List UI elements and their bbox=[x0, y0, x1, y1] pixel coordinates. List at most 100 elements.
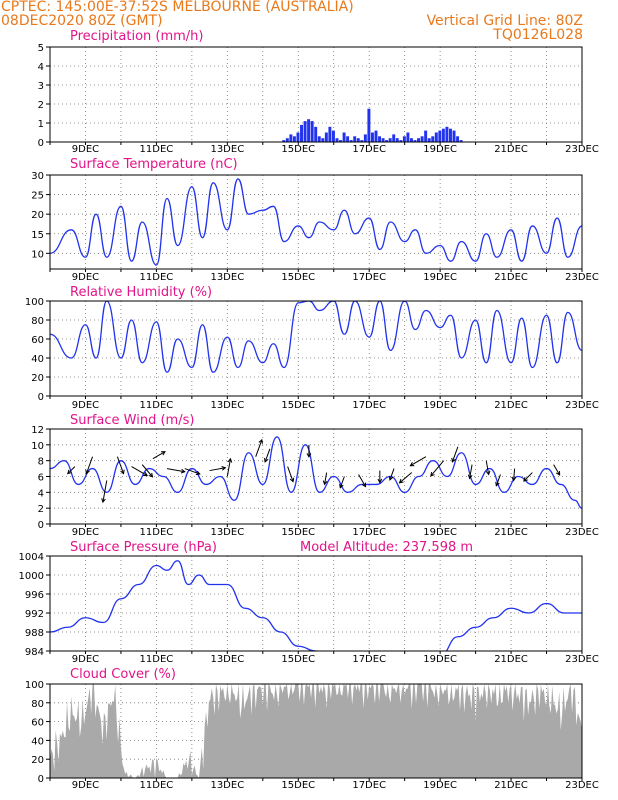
series-line bbox=[50, 178, 582, 266]
precip-bar bbox=[296, 132, 300, 142]
chart-2-frame bbox=[49, 300, 583, 397]
chart-0-ytick-label: 2 bbox=[38, 100, 44, 111]
precip-bar bbox=[307, 119, 311, 142]
chart-4-xtick-label: 11DEC bbox=[140, 654, 174, 665]
precip-bar bbox=[285, 138, 289, 142]
wind-arrow-head bbox=[377, 478, 383, 484]
chart-1-ytick-label: 10 bbox=[31, 249, 44, 260]
chart-0-xtick-label: 13DEC bbox=[210, 144, 244, 155]
chart-3-title: Surface Wind (m/s) bbox=[70, 413, 194, 428]
chart-2-title: Relative Humidity (%) bbox=[70, 285, 212, 300]
wind-arrow-head bbox=[339, 483, 344, 489]
chart-5-xtick-label: 9DEC bbox=[72, 780, 99, 791]
chart-1-xtick-label: 19DEC bbox=[423, 272, 457, 283]
chart-1-frame bbox=[49, 174, 583, 270]
chart-2-ytick-label: 100 bbox=[25, 297, 44, 308]
chart-0-xtick-label: 17DEC bbox=[352, 144, 386, 155]
chart-4-ytick-label: 1000 bbox=[19, 571, 44, 582]
chart-1-frame-top bbox=[49, 174, 583, 270]
wind-arrow-head bbox=[467, 474, 473, 480]
chart-3-ytick-label: 4 bbox=[38, 488, 44, 499]
precip-bar bbox=[324, 132, 328, 142]
wind-arrow bbox=[116, 456, 125, 474]
chart-0-frame-top bbox=[49, 46, 583, 143]
wind-arrow bbox=[209, 467, 226, 472]
wind-arrow bbox=[389, 468, 395, 481]
chart-4-title: Surface Pressure (hPa) bbox=[70, 540, 217, 555]
chart-4-xtick-label: 19DEC bbox=[423, 654, 457, 665]
chart-1-xtick-label: 13DEC bbox=[210, 272, 244, 283]
chart-4-ytick-label: 1004 bbox=[19, 552, 44, 563]
wind-arrow bbox=[184, 468, 200, 475]
precip-bar bbox=[374, 130, 378, 142]
precip-bar bbox=[292, 136, 296, 142]
precip-bar bbox=[363, 134, 367, 142]
chart-2-xtick-label: 17DEC bbox=[352, 400, 386, 411]
wind-arrow bbox=[226, 458, 231, 477]
wind-arrow bbox=[523, 472, 533, 482]
wind-arrow-head bbox=[398, 478, 404, 484]
precip-bar bbox=[406, 132, 410, 142]
wind-arrow-head bbox=[143, 471, 149, 477]
wind-arrow-head bbox=[289, 477, 295, 483]
chart-2-ytick-label: 60 bbox=[31, 335, 44, 346]
chart-0-xtick-label: 9DEC bbox=[72, 144, 99, 155]
chart-0-title: Precipitation (mm/h) bbox=[70, 29, 203, 44]
wind-arrow-head bbox=[85, 469, 90, 475]
chart-3-ytick-label: 0 bbox=[38, 520, 44, 531]
wind-arrow bbox=[358, 474, 366, 487]
chart-3-xtick-label: 23DEC bbox=[565, 527, 599, 538]
chart-3-xtick-label: 17DEC bbox=[352, 527, 386, 538]
series-line bbox=[50, 436, 582, 509]
precip-bar bbox=[339, 140, 342, 142]
chart-0-xtick-label: 23DEC bbox=[565, 144, 599, 155]
wind-arrow bbox=[131, 466, 148, 477]
precip-bar bbox=[438, 130, 442, 142]
wind-arrow bbox=[324, 472, 328, 485]
wind-arrow-head bbox=[160, 451, 166, 456]
chart-3-ytick-label: 2 bbox=[38, 504, 44, 515]
wind-arrow bbox=[141, 464, 153, 478]
precip-bar bbox=[349, 140, 353, 142]
precip-bar bbox=[392, 134, 396, 142]
chart-5-xtick-label: 23DEC bbox=[565, 780, 599, 791]
chart-4-xtick-label: 23DEC bbox=[565, 654, 599, 665]
chart-5-xtick-label: 21DEC bbox=[494, 780, 528, 791]
precip-bar bbox=[420, 136, 424, 142]
chart-3-xtick-label: 11DEC bbox=[140, 527, 174, 538]
wind-arrow bbox=[553, 464, 561, 476]
chart-3-xtick-label: 19DEC bbox=[423, 527, 457, 538]
chart-3-ytick-label: 10 bbox=[31, 441, 44, 452]
chart-4-ytick-label: 996 bbox=[25, 590, 44, 601]
chart-1-ytick-label: 30 bbox=[31, 171, 44, 182]
precip-bar bbox=[317, 136, 321, 142]
chart-1-xtick-label: 21DEC bbox=[494, 272, 528, 283]
chart-2-xtick-label: 9DEC bbox=[72, 400, 99, 411]
chart-0-ytick-label: 0 bbox=[38, 138, 44, 149]
chart-1-xtick-label: 17DEC bbox=[352, 272, 386, 283]
wind-arrow-head bbox=[227, 457, 233, 463]
precip-bar bbox=[424, 130, 428, 142]
chart-1-xtick-label: 9DEC bbox=[72, 272, 99, 283]
wind-arrow-head bbox=[451, 457, 456, 463]
cloud-area bbox=[50, 684, 582, 778]
chart-4-ytick-label: 984 bbox=[25, 647, 44, 658]
chart-4-xtick-label: 9DEC bbox=[72, 654, 99, 665]
chart-2-xtick-label: 19DEC bbox=[423, 400, 457, 411]
precip-bar bbox=[303, 121, 307, 142]
wind-arrow-head bbox=[148, 472, 154, 478]
precip-bar bbox=[402, 136, 406, 142]
wind-arrow-head bbox=[430, 471, 435, 477]
precip-bar bbox=[289, 134, 293, 142]
wind-arrow-head bbox=[120, 469, 125, 475]
header-source-location: CPTEC: 145:00E-37:52S MELBOURNE (AUSTRAL… bbox=[1, 0, 354, 15]
wind-arrow-head bbox=[67, 469, 72, 475]
precip-bar bbox=[409, 138, 413, 142]
wind-arrow bbox=[339, 476, 345, 488]
chart-5-frame-top bbox=[49, 683, 583, 779]
chart-5-xtick-label: 19DEC bbox=[423, 780, 457, 791]
precip-bar bbox=[388, 138, 392, 142]
chart-4-xtick-label: 13DEC bbox=[210, 654, 244, 665]
chart-4-ytick-label: 992 bbox=[25, 609, 44, 620]
